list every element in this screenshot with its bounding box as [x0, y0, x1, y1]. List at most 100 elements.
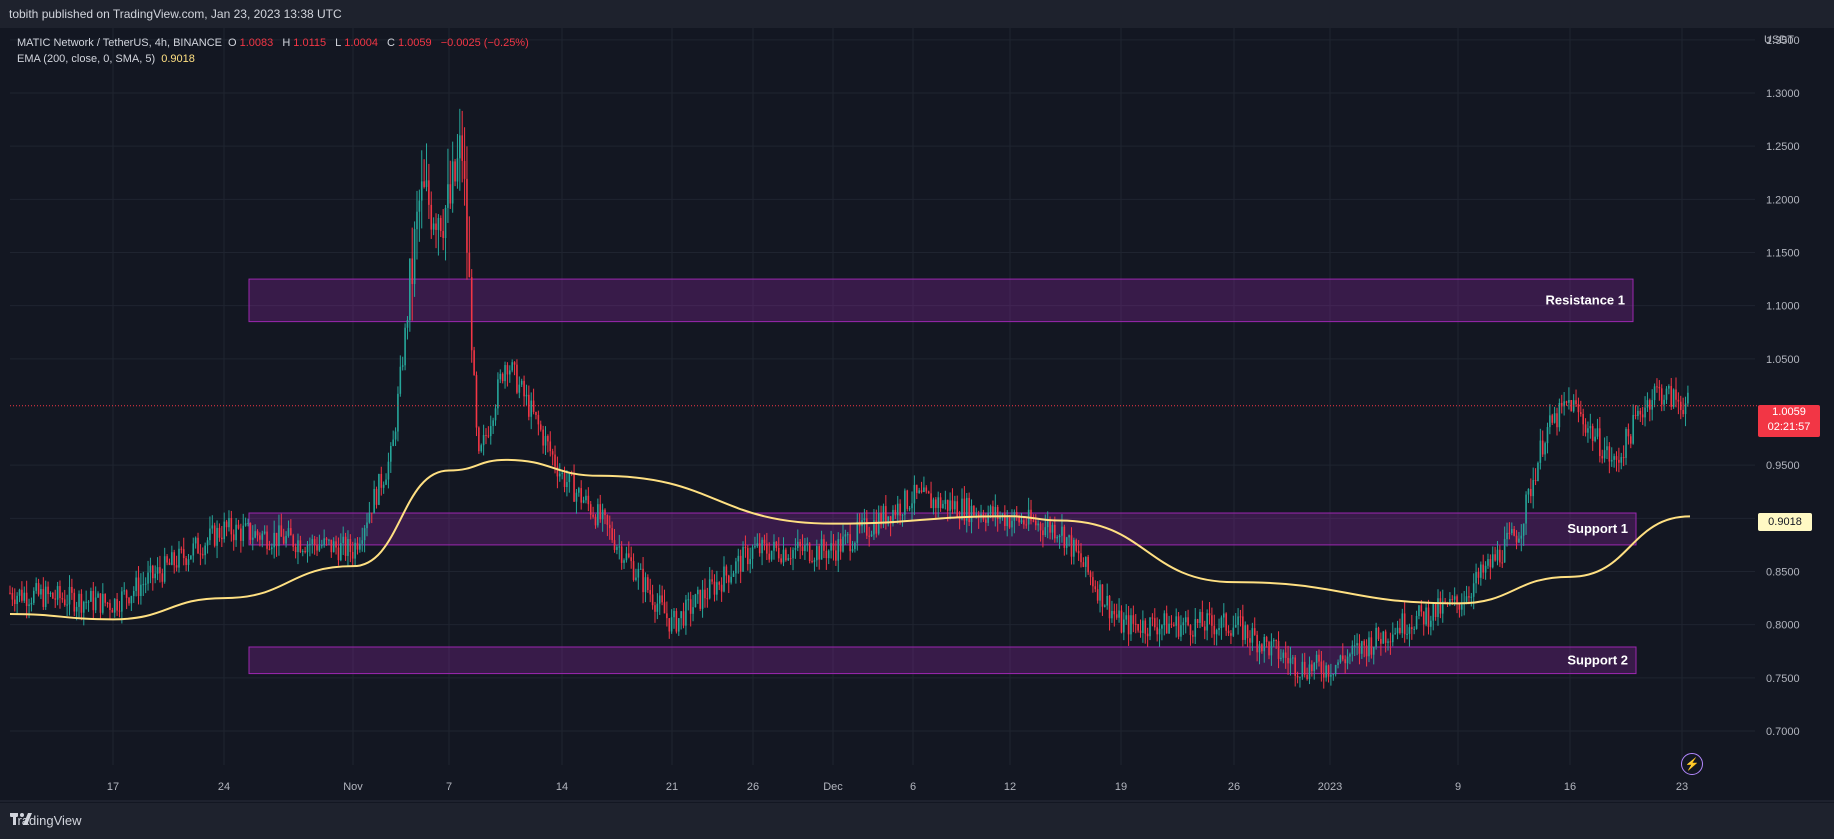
- candle-body: [1425, 607, 1427, 625]
- candle-body: [390, 446, 392, 462]
- candle-body: [163, 556, 166, 582]
- candle-body: [854, 542, 856, 550]
- candle-body: [1025, 524, 1028, 526]
- candle-body: [142, 584, 145, 586]
- candle-body: [432, 223, 435, 230]
- candle-body: [1432, 603, 1435, 621]
- candle-body: [1220, 617, 1223, 628]
- tradingview-brand[interactable]: TradingView: [10, 813, 82, 828]
- candle-body: [466, 178, 468, 253]
- candle-body: [1192, 635, 1194, 637]
- candle-body: [1199, 611, 1201, 623]
- candle-body: [373, 488, 375, 514]
- zone-label: Resistance 1: [1546, 292, 1626, 307]
- candle-body: [692, 607, 694, 614]
- candle-body: [1334, 665, 1337, 675]
- y-tick-label: 0.7500: [1766, 673, 1800, 685]
- candle-body: [385, 479, 387, 485]
- candle-body: [1299, 676, 1301, 678]
- candle-body: [1649, 400, 1651, 410]
- x-tick-label: 24: [218, 781, 230, 793]
- candle-body: [1104, 605, 1106, 607]
- zones: Resistance 1 Support 1 Support 2: [248, 278, 1637, 675]
- candle-body: [1668, 386, 1670, 389]
- candle-body: [325, 538, 328, 541]
- candle-body: [1553, 413, 1556, 423]
- candle-body: [1489, 559, 1492, 568]
- candle-body: [382, 484, 385, 488]
- candle-body: [99, 593, 102, 613]
- candle-body: [1322, 672, 1325, 678]
- candle-body: [932, 499, 935, 509]
- candle-body: [1263, 636, 1266, 652]
- lightning-icon[interactable]: ⚡: [1681, 753, 1703, 775]
- candle-body: [1094, 586, 1097, 590]
- candle-body: [513, 362, 516, 365]
- candle-body: [542, 429, 544, 446]
- candle-body: [1039, 523, 1042, 531]
- last-price-value: 1.0059: [1772, 406, 1806, 418]
- candle-body: [1663, 399, 1665, 405]
- candle-body: [1449, 598, 1451, 605]
- candle-body: [825, 550, 828, 559]
- candle-body: [306, 544, 309, 553]
- candle-body: [589, 504, 592, 515]
- candle-body: [1023, 520, 1025, 525]
- candle-body: [40, 588, 42, 595]
- candle-body: [1575, 400, 1577, 405]
- candle-body: [251, 537, 254, 540]
- candle-body: [149, 565, 152, 573]
- candle-body: [777, 547, 780, 559]
- candle-body: [944, 499, 947, 504]
- candle-body: [1456, 596, 1458, 604]
- candle-body: [846, 534, 849, 536]
- candle-body: [656, 603, 659, 612]
- candle-body: [663, 602, 666, 614]
- candle-body: [1008, 517, 1011, 528]
- candle-body: [78, 593, 80, 607]
- candle-body: [613, 540, 616, 550]
- candle-body: [1194, 619, 1197, 637]
- chart-area[interactable]: Resistance 1 Support 1 Support 2 1.3500 1.3…: [0, 28, 1834, 803]
- candle-body: [504, 365, 506, 382]
- candle-body: [16, 595, 18, 605]
- candle-body: [430, 204, 433, 230]
- publisher-text: tobith published on TradingView.com, Jan…: [9, 7, 342, 21]
- candle-body: [271, 547, 273, 550]
- candle-body: [899, 503, 901, 516]
- candle-body: [494, 408, 497, 421]
- candle-body: [1494, 554, 1496, 561]
- candle-body: [359, 543, 361, 550]
- candle-body: [435, 223, 437, 230]
- grid-lines: [10, 28, 1755, 765]
- candle-body: [1106, 595, 1108, 606]
- candle-body: [1280, 657, 1282, 659]
- candle-body: [1001, 513, 1004, 517]
- candle-body: [594, 516, 597, 526]
- candle-body: [92, 591, 95, 611]
- candle-body: [1170, 623, 1173, 625]
- candle-body: [204, 545, 206, 556]
- candle-body: [687, 599, 690, 601]
- candle-body: [1270, 641, 1273, 656]
- candle-body: [742, 547, 744, 572]
- candle-body: [313, 539, 316, 545]
- candle-body: [901, 514, 904, 516]
- candle-body: [1620, 457, 1623, 463]
- candle-body: [1034, 520, 1037, 526]
- candle-body: [1458, 603, 1461, 610]
- candle-body: [1180, 625, 1182, 637]
- candle-body: [1658, 386, 1661, 389]
- candle-body: [347, 539, 349, 556]
- candle-body: [549, 441, 552, 452]
- candle-body: [18, 589, 21, 596]
- candle-body: [528, 394, 530, 417]
- candle-body: [1030, 509, 1032, 521]
- candle-body: [685, 599, 687, 626]
- ema-price-tag: 0.9018: [1758, 513, 1812, 531]
- candle-body: [340, 543, 342, 561]
- candle-body: [1465, 596, 1468, 604]
- candle-body: [1610, 459, 1613, 462]
- candle-body: [1118, 610, 1120, 618]
